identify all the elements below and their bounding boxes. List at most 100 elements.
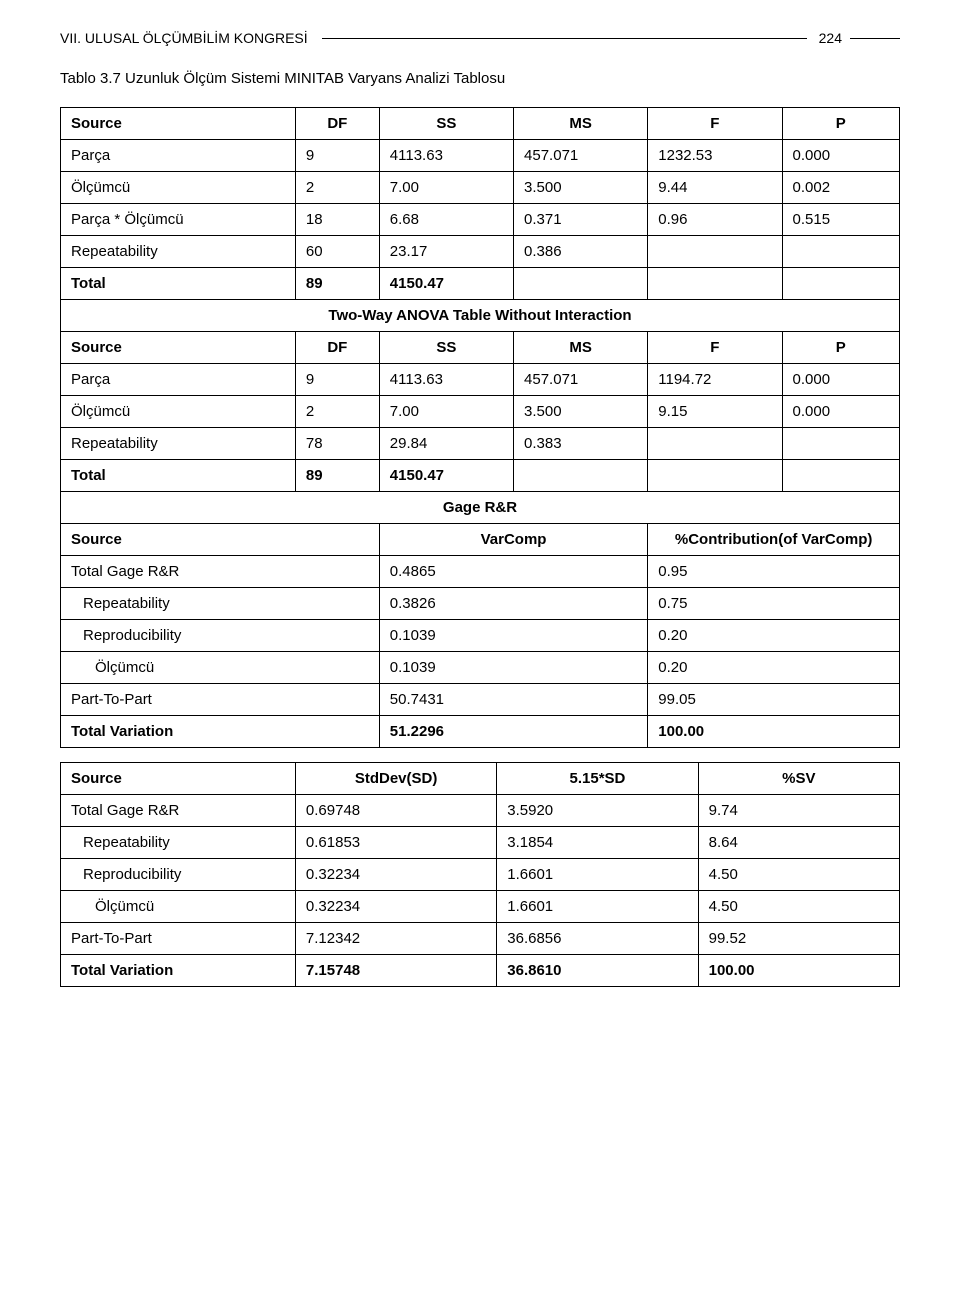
cell: 89	[295, 460, 379, 492]
col-header: StdDev(SD)	[295, 763, 496, 795]
cell: 100.00	[698, 955, 899, 987]
table-row: Total Gage R&R0.48650.95	[61, 556, 900, 588]
cell: Ölçümcü	[61, 172, 296, 204]
cell: 9.15	[648, 396, 782, 428]
cell: 0.515	[782, 204, 900, 236]
header-rule	[322, 38, 807, 39]
cell: 3.500	[514, 172, 648, 204]
col-header: %SV	[698, 763, 899, 795]
cell: 3.1854	[497, 827, 698, 859]
cell: 36.8610	[497, 955, 698, 987]
table-row: Total Variation51.2296100.00	[61, 716, 900, 748]
cell: Total Gage R&R	[61, 795, 296, 827]
cell: 4.50	[698, 891, 899, 923]
cell: Repeatability	[61, 827, 296, 859]
cell: 0.000	[782, 140, 900, 172]
cell: 23.17	[379, 236, 513, 268]
cell	[782, 460, 900, 492]
table-row: Parça * Ölçümcü186.680.3710.960.515	[61, 204, 900, 236]
cell: 9.74	[698, 795, 899, 827]
cell: 0.3826	[379, 588, 647, 620]
cell: 0.386	[514, 236, 648, 268]
cell: 36.6856	[497, 923, 698, 955]
cell: 0.371	[514, 204, 648, 236]
cell: 60	[295, 236, 379, 268]
cell: 4113.63	[379, 364, 513, 396]
cell	[648, 428, 782, 460]
cell: 89	[295, 268, 379, 300]
cell: 0.69748	[295, 795, 496, 827]
cell: 3.500	[514, 396, 648, 428]
cell: 50.7431	[379, 684, 647, 716]
col-header: VarComp	[379, 524, 647, 556]
cell: Gage R&R	[61, 492, 900, 524]
cell: 7.00	[379, 396, 513, 428]
col-header: Source	[61, 524, 380, 556]
table-row: Ölçümcü0.322341.66014.50	[61, 891, 900, 923]
table-row: Two-Way ANOVA Table Without Interaction	[61, 300, 900, 332]
col-header: SS	[379, 108, 513, 140]
cell: 7.00	[379, 172, 513, 204]
cell: 4.50	[698, 859, 899, 891]
cell	[782, 236, 900, 268]
cell: 3.5920	[497, 795, 698, 827]
col-header: P	[782, 332, 900, 364]
table-row: Repeatability0.38260.75	[61, 588, 900, 620]
cell: 7.15748	[295, 955, 496, 987]
cell: 1194.72	[648, 364, 782, 396]
cell: 18	[295, 204, 379, 236]
col-header: F	[648, 108, 782, 140]
cell: 4113.63	[379, 140, 513, 172]
cell: 0.75	[648, 588, 900, 620]
cell: 1.6601	[497, 859, 698, 891]
table-row: Total Gage R&R0.697483.59209.74	[61, 795, 900, 827]
cell: 100.00	[648, 716, 900, 748]
table-row: Ölçümcü27.003.5009.440.002	[61, 172, 900, 204]
cell: 0.32234	[295, 859, 496, 891]
cell: Repeatability	[61, 236, 296, 268]
table-row: SourceDFSSMSFP	[61, 108, 900, 140]
cell: 9	[295, 140, 379, 172]
col-header: F	[648, 332, 782, 364]
table-row: SourceVarComp%Contribution(of VarComp)	[61, 524, 900, 556]
cell: Part-To-Part	[61, 684, 380, 716]
cell: 0.1039	[379, 620, 647, 652]
cell: 51.2296	[379, 716, 647, 748]
cell: 0.000	[782, 364, 900, 396]
cell: 0.1039	[379, 652, 647, 684]
cell: 0.95	[648, 556, 900, 588]
cell: Ölçümcü	[61, 652, 380, 684]
cell: 8.64	[698, 827, 899, 859]
col-header: Source	[61, 332, 296, 364]
cell: 4150.47	[379, 460, 513, 492]
cell: Total	[61, 268, 296, 300]
cell: 457.071	[514, 364, 648, 396]
page-header: VII. ULUSAL ÖLÇÜMBİLİM KONGRESİ 224	[60, 30, 900, 46]
header-title: VII. ULUSAL ÖLÇÜMBİLİM KONGRESİ	[60, 30, 318, 46]
cell: Parça	[61, 364, 296, 396]
table-row: Reproducibility0.10390.20	[61, 620, 900, 652]
cell: Part-To-Part	[61, 923, 296, 955]
cell: 78	[295, 428, 379, 460]
col-header: MS	[514, 332, 648, 364]
cell: 0.20	[648, 652, 900, 684]
col-header: MS	[514, 108, 648, 140]
table-row: Part-To-Part7.1234236.685699.52	[61, 923, 900, 955]
col-header: Source	[61, 763, 296, 795]
cell	[648, 268, 782, 300]
cell: 9	[295, 364, 379, 396]
cell	[782, 268, 900, 300]
cell: Reproducibility	[61, 859, 296, 891]
cell: 2	[295, 396, 379, 428]
cell: Parça	[61, 140, 296, 172]
cell: 1232.53	[648, 140, 782, 172]
anova-table: SourceDFSSMSFPParça94113.63457.0711232.5…	[60, 107, 900, 748]
cell: 7.12342	[295, 923, 496, 955]
cell: 0.61853	[295, 827, 496, 859]
cell: 0.4865	[379, 556, 647, 588]
stddev-table: SourceStdDev(SD)5.15*SD%SVTotal Gage R&R…	[60, 762, 900, 987]
cell: Total Variation	[61, 955, 296, 987]
cell: Two-Way ANOVA Table Without Interaction	[61, 300, 900, 332]
cell: 9.44	[648, 172, 782, 204]
cell: 0.96	[648, 204, 782, 236]
